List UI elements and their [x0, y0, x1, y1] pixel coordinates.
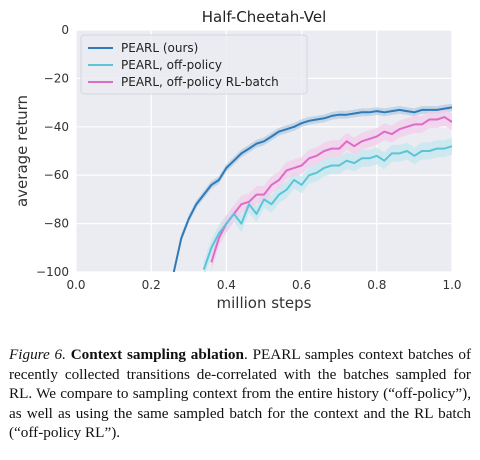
x-tick-label: 0.2: [142, 278, 161, 292]
caption-heading: Context sampling ablation: [70, 346, 244, 363]
legend-box: [80, 34, 308, 95]
caption-body: PEARL samples context batches of recentl…: [9, 346, 472, 441]
x-tick-label: 0.6: [292, 278, 311, 292]
pearl-off-policy-line: [202, 145, 452, 270]
y-tick-label: −20: [44, 71, 69, 85]
chart-title: Half-Cheetah-Vel: [202, 8, 327, 26]
x-axis-label: million steps: [217, 294, 312, 312]
series-lines: [172, 106, 452, 272]
y-tick-label: 0: [61, 23, 69, 37]
chart: 0.0 0.2 0.4 0.6 0.8 1.0 0 −20 −40 −60 −80 −100 Hal…: [13, 8, 462, 312]
x-tick-label: 0.4: [217, 278, 236, 292]
pearl-off-policy-rl-batch-band: [211, 108, 452, 271]
x-tick-label: 0.8: [367, 278, 386, 292]
x-tick-label: 1.0: [442, 278, 461, 292]
caption-label: Figure 6.: [9, 346, 66, 363]
pearl-off-policy-rl-batch-line: [210, 116, 452, 263]
legend-label-pearl-ours: PEARL (ours): [121, 41, 198, 55]
x-tick-label: 0.0: [66, 278, 85, 292]
legend: PEARL (ours) PEARL, off-policy PEARL, off-…: [80, 34, 308, 95]
pearl-ours-line: [172, 106, 452, 272]
y-tick-labels: 0 −20 −40 −60 −80 −100: [36, 23, 69, 279]
y-tick-label: −60: [44, 168, 69, 182]
y-axis-label: average return: [13, 95, 31, 207]
y-tick-label: −40: [44, 120, 69, 134]
legend-label-pearl-off-policy: PEARL, off-policy: [121, 58, 222, 72]
y-tick-label: −100: [36, 265, 69, 279]
caption-heading-period: .: [243, 346, 248, 363]
legend-label-pearl-off-policy-rl-batch: PEARL, off-policy RL-batch: [121, 75, 279, 89]
y-tick-label: −80: [44, 217, 69, 231]
figure-caption: Figure 6. Context sampling ablation. PEA…: [9, 345, 471, 443]
x-tick-labels: 0.0 0.2 0.4 0.6 0.8 1.0: [66, 278, 461, 292]
